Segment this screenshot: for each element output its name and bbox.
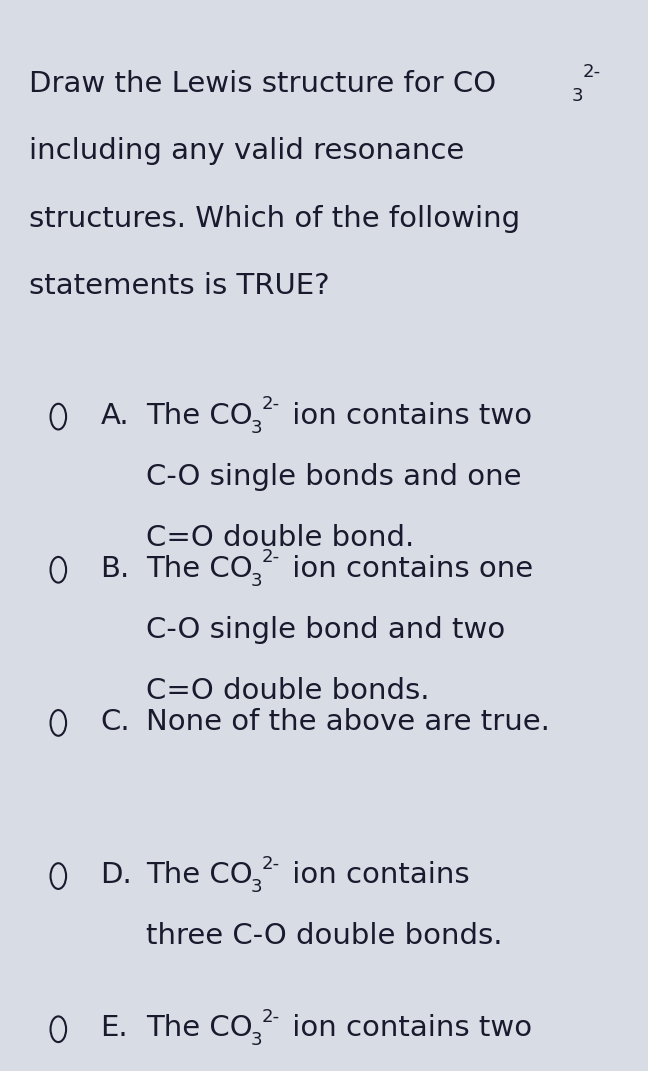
- Text: 3: 3: [572, 87, 583, 105]
- Text: None of the above are true.: None of the above are true.: [146, 708, 550, 736]
- Text: The CO: The CO: [146, 555, 253, 583]
- Text: 2-: 2-: [262, 855, 280, 873]
- Text: 3: 3: [251, 1031, 262, 1050]
- Text: E.: E.: [100, 1014, 128, 1042]
- Text: A.: A.: [100, 402, 129, 429]
- Text: ion contains two: ion contains two: [283, 402, 533, 429]
- Text: 2-: 2-: [262, 548, 280, 567]
- Text: C=O double bonds.: C=O double bonds.: [146, 677, 429, 705]
- Text: The CO: The CO: [146, 402, 253, 429]
- Text: The CO: The CO: [146, 1014, 253, 1042]
- Text: ion contains: ion contains: [283, 861, 470, 889]
- Text: C-O single bonds and one: C-O single bonds and one: [146, 463, 521, 491]
- Text: C=O double bond.: C=O double bond.: [146, 524, 414, 552]
- Text: C-O single bond and two: C-O single bond and two: [146, 616, 505, 644]
- Text: The CO: The CO: [146, 861, 253, 889]
- Text: ion contains one: ion contains one: [283, 555, 533, 583]
- Text: 2-: 2-: [262, 395, 280, 413]
- Text: three C-O double bonds.: three C-O double bonds.: [146, 922, 502, 950]
- Text: D.: D.: [100, 861, 132, 889]
- Text: B.: B.: [100, 555, 130, 583]
- Text: 3: 3: [251, 878, 262, 896]
- Text: 3: 3: [251, 572, 262, 590]
- Text: Draw the Lewis structure for CO: Draw the Lewis structure for CO: [29, 70, 496, 97]
- Text: statements is TRUE?: statements is TRUE?: [29, 272, 330, 300]
- Text: 2-: 2-: [583, 63, 601, 81]
- Text: C.: C.: [100, 708, 130, 736]
- Text: 2-: 2-: [262, 1008, 280, 1026]
- Text: structures. Which of the following: structures. Which of the following: [29, 205, 520, 232]
- Text: including any valid resonance: including any valid resonance: [29, 137, 465, 165]
- Text: 3: 3: [251, 419, 262, 437]
- Text: ion contains two: ion contains two: [283, 1014, 533, 1042]
